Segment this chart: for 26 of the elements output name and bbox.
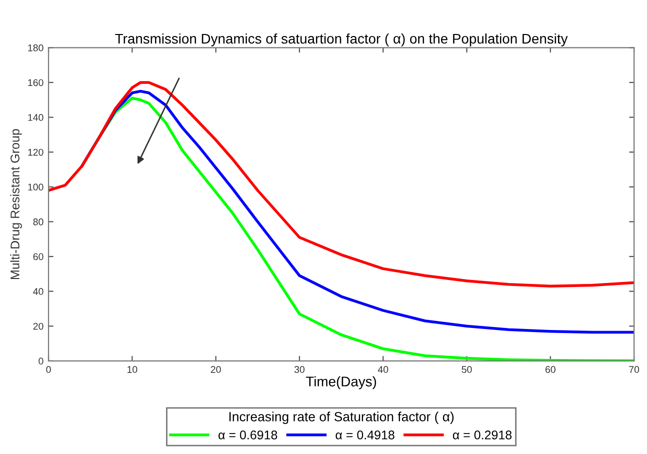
x-axis-title: Time(Days) <box>306 376 376 390</box>
chart-title: Transmission Dynamics of satuartion factor ( α) on the Population Density <box>115 33 568 46</box>
y-tick-label: 0 <box>38 358 44 365</box>
line-series <box>48 81 634 288</box>
y-tick-label: 140 <box>28 114 44 121</box>
x-tick-label: 20 <box>210 366 221 373</box>
y-tick-label: 120 <box>28 148 44 156</box>
y-tick-label: 40 <box>33 288 44 295</box>
y-tick-label: 60 <box>33 253 44 260</box>
y-tick-label: 180 <box>28 44 44 52</box>
x-tick-label: 40 <box>378 366 388 373</box>
y-axis-title: Multi-Drug Resistant Group <box>10 129 22 279</box>
y-tick-label: 160 <box>28 79 44 86</box>
legend-label: α = 0.2918 <box>452 430 512 440</box>
legend-label: α = 0.6918 <box>218 430 278 440</box>
legend-label: α = 0.4918 <box>336 430 394 440</box>
x-tick-label: 50 <box>462 366 472 373</box>
y-tick-label: 100 <box>28 184 44 191</box>
x-tick-label: 70 <box>629 366 640 373</box>
x-tick-label: 10 <box>128 366 138 373</box>
x-tick-label: 30 <box>294 366 304 373</box>
x-tick-label: 0 <box>46 366 51 373</box>
y-tick-label: 80 <box>33 218 44 226</box>
x-tick-label: 60 <box>546 366 556 373</box>
y-tick-label: 20 <box>33 322 44 330</box>
legend-title: Increasing rate of Saturation factor ( α) <box>229 412 454 424</box>
